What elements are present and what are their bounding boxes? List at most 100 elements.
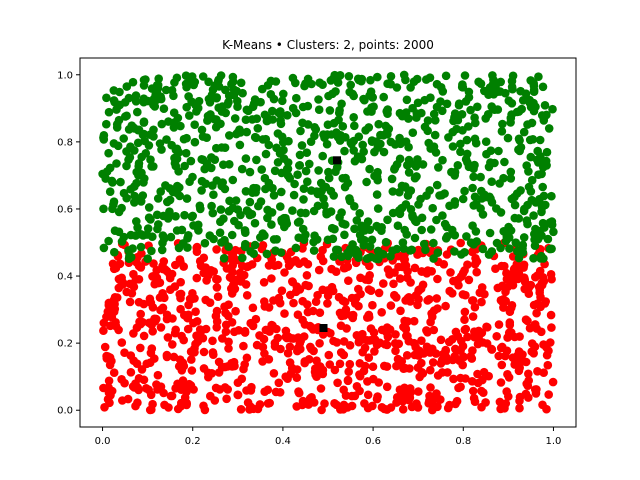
cluster-0-point [423,296,432,305]
cluster-1-point [544,124,554,133]
cluster-0-point [224,337,233,347]
cluster-1-point [355,209,365,218]
cluster-1-point [402,230,412,239]
cluster-0-point [453,331,463,341]
cluster-1-point [157,245,167,255]
cluster-1-point [133,223,142,232]
cluster-1-point [224,242,233,251]
cluster-0-point [406,297,415,306]
cluster-1-point [545,218,555,227]
cluster-1-point [144,141,154,150]
cluster-1-point [158,238,167,248]
cluster-1-point [253,201,263,211]
cluster-1-point [174,243,184,253]
cluster-1-point [464,122,473,131]
cluster-0-point [460,315,469,325]
cluster-0-point [255,331,264,340]
cluster-0-point [284,256,294,266]
cluster-1-point [268,106,277,116]
cluster-1-point [372,137,381,146]
cluster-0-point [507,301,517,310]
cluster-0-point [273,333,283,343]
cluster-0-point [400,363,410,373]
cluster-0-point [458,290,468,299]
cluster-1-point [542,147,552,157]
cluster-1-point [510,200,520,210]
cluster-0-point [104,376,114,386]
cluster-0-point [470,302,480,312]
cluster-1-point [122,193,131,203]
cluster-0-point [212,323,221,332]
cluster-1-point [529,253,538,263]
cluster-0-point [466,352,476,361]
cluster-1-point [128,77,138,87]
cluster-1-point [398,111,407,121]
cluster-0-point [209,267,218,276]
cluster-1-point [278,96,287,106]
cluster-0-point [166,285,175,295]
cluster-1-point [230,216,239,226]
cluster-0-point [358,329,367,339]
cluster-1-point [350,224,359,234]
cluster-0-point [293,346,302,356]
cluster-1-point [488,79,498,89]
cluster-0-point [183,313,193,323]
cluster-1-point [231,196,241,205]
cluster-1-point [271,77,281,86]
cluster-1-point [426,93,435,102]
cluster-0-point [546,310,556,320]
cluster-1-point [175,191,184,201]
cluster-1-point [122,82,132,91]
cluster-0-point [418,280,428,290]
cluster-0-point [343,375,353,385]
cluster-1-point [370,147,379,157]
cluster-1-point [388,246,397,255]
cluster-1-point [131,97,141,106]
cluster-1-point [429,238,438,248]
cluster-1-point [538,82,548,92]
cluster-1-point [225,131,234,140]
cluster-1-point [362,177,371,187]
cluster-1-point [404,155,414,165]
cluster-1-point [414,200,423,209]
x-tick-label: 1.0 [546,436,562,447]
cluster-0-point [537,279,546,288]
cluster-0-point [544,390,553,399]
cluster-0-point [233,390,242,400]
cluster-1-point [337,208,346,217]
cluster-1-point [238,88,247,98]
cluster-1-point [269,191,279,200]
cluster-0-point [167,269,177,279]
cluster-0-point [212,245,221,254]
cluster-1-point [332,75,342,85]
cluster-1-point [473,102,482,112]
cluster-0-point [418,369,428,378]
cluster-1-point [538,182,547,192]
cluster-1-point [401,75,410,85]
cluster-0-point [392,398,401,407]
cluster-1-point [276,119,286,129]
cluster-1-point [538,218,548,228]
cluster-1-point [438,155,447,165]
cluster-0-point [452,346,462,355]
cluster-0-point [156,382,166,392]
cluster-0-point [460,307,470,317]
cluster-1-point [221,108,230,118]
cluster-1-point [263,81,273,90]
cluster-1-point [130,191,139,201]
cluster-0-point [505,318,515,327]
cluster-1-point [267,208,277,217]
cluster-0-point [396,306,405,316]
cluster-1-point [432,180,442,190]
cluster-1-point [432,79,442,89]
cluster-1-point [360,226,370,235]
cluster-1-point [547,244,556,254]
cluster-0-point [312,356,321,366]
cluster-0-point [385,270,394,279]
cluster-0-point [263,399,273,408]
cluster-1-point [324,173,334,183]
cluster-1-point [198,132,208,141]
cluster-0-point [247,260,257,269]
cluster-0-point [305,321,315,331]
cluster-1-point [358,140,368,150]
